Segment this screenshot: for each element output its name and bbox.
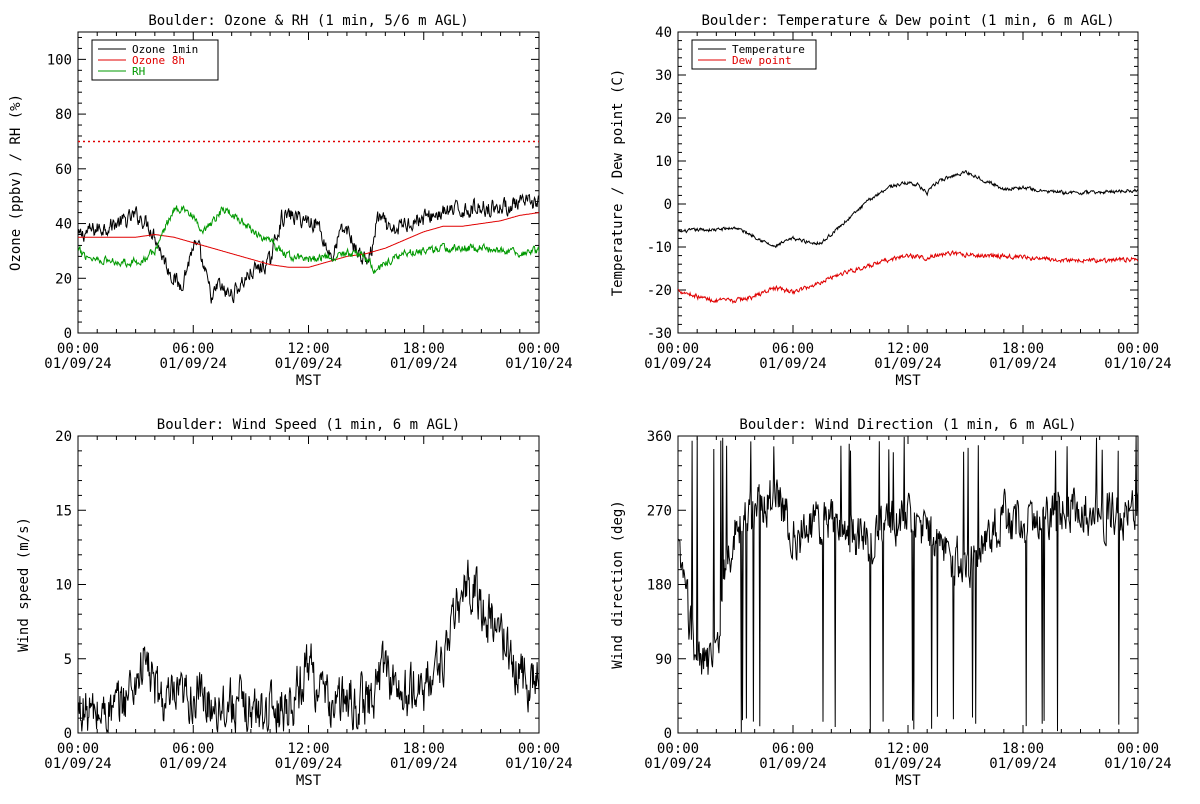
- y-tick-label: 10: [655, 154, 672, 170]
- y-tick-label: 90: [655, 652, 672, 668]
- x-tick-label-date: 01/09/24: [644, 756, 711, 772]
- x-tick-label-date: 01/10/24: [1104, 356, 1171, 372]
- x-tick-label-time: 18:00: [403, 341, 445, 357]
- x-tick-label-time: 06:00: [172, 741, 214, 757]
- x-tick-label-date: 01/09/24: [44, 356, 111, 372]
- x-tick-label-time: 18:00: [403, 741, 445, 757]
- chart-title: Boulder: Ozone & RH (1 min, 5/6 m AGL): [148, 13, 468, 29]
- series-line-1: [78, 212, 539, 268]
- y-tick-label: 10: [55, 578, 72, 594]
- y-tick-label: 180: [647, 578, 672, 594]
- x-tick-label-date: 01/09/24: [275, 756, 342, 772]
- chart-title: Boulder: Temperature & Dew point (1 min,…: [701, 13, 1114, 29]
- x-tick-label-time: 00:00: [518, 741, 560, 757]
- x-tick-label-date: 01/10/24: [1104, 756, 1171, 772]
- y-tick-label: 270: [647, 503, 672, 519]
- legend-entry: Dew point: [732, 54, 792, 67]
- x-tick-label-time: 00:00: [657, 741, 699, 757]
- series-line-0: [678, 170, 1138, 249]
- x-tick-label-date: 01/09/24: [989, 756, 1056, 772]
- x-tick-label-time: 12:00: [887, 741, 929, 757]
- series-line-1: [678, 249, 1138, 304]
- y-tick-label: 20: [655, 111, 672, 127]
- legend-entry: RH: [132, 65, 145, 78]
- y-tick-label: 0: [64, 326, 72, 342]
- x-tick-label-date: 01/09/24: [160, 356, 227, 372]
- y-tick-label: 30: [655, 68, 672, 84]
- x-tick-label-time: 06:00: [772, 341, 814, 357]
- x-tick-label-date: 01/09/24: [44, 756, 111, 772]
- y-axis-label: Ozone (ppbv) / RH (%): [8, 94, 24, 271]
- y-axis-label: Wind speed (m/s): [16, 517, 32, 652]
- y-tick-label: 0: [664, 726, 672, 742]
- y-tick-label: 40: [55, 217, 72, 233]
- series-line-0: [78, 193, 539, 304]
- y-tick-label: 0: [664, 197, 672, 213]
- y-tick-label: 40: [655, 25, 672, 41]
- x-tick-label-time: 00:00: [1117, 341, 1159, 357]
- x-axis-label: MST: [296, 773, 322, 789]
- x-tick-label-date: 01/10/24: [505, 356, 572, 372]
- legend-entry: Ozone 8h: [132, 54, 185, 67]
- y-tick-label: 100: [47, 52, 72, 68]
- chart-panel-1: Boulder: Temperature & Dew point (1 min,…: [610, 13, 1172, 389]
- y-tick-label: 20: [55, 429, 72, 445]
- x-tick-label-date: 01/09/24: [275, 356, 342, 372]
- x-axis-label: MST: [296, 373, 322, 389]
- y-axis-label: Wind direction (deg): [610, 500, 626, 669]
- y-tick-label: 80: [55, 107, 72, 123]
- x-tick-label-date: 01/09/24: [759, 356, 826, 372]
- y-tick-label: -20: [647, 283, 672, 299]
- x-tick-label-date: 01/09/24: [874, 356, 941, 372]
- chart-title: Boulder: Wind Speed (1 min, 6 m AGL): [157, 417, 460, 433]
- x-tick-label-time: 18:00: [1002, 341, 1044, 357]
- chart-panel-0: Boulder: Ozone & RH (1 min, 5/6 m AGL) 0 2…: [8, 13, 573, 389]
- x-tick-label-date: 01/09/24: [874, 756, 941, 772]
- y-axis-label: Temperature / Dew point (C): [610, 69, 626, 297]
- y-tick-label: 60: [55, 162, 72, 178]
- x-tick-label-time: 06:00: [172, 341, 214, 357]
- x-axis-label: MST: [895, 773, 921, 789]
- x-tick-label-time: 00:00: [518, 341, 560, 357]
- y-tick-label: 20: [55, 271, 72, 287]
- y-tick-label: -10: [647, 240, 672, 256]
- chart-title: Boulder: Wind Direction (1 min, 6 m AGL): [739, 417, 1076, 433]
- y-tick-label: 0: [64, 726, 72, 742]
- y-tick-label: 5: [64, 652, 72, 668]
- x-tick-label-date: 01/09/24: [644, 356, 711, 372]
- y-tick-label: -30: [647, 326, 672, 342]
- y-tick-label: 15: [55, 503, 72, 519]
- x-tick-label-time: 00:00: [657, 341, 699, 357]
- y-tick-label: 360: [647, 429, 672, 445]
- x-tick-label-date: 01/09/24: [160, 756, 227, 772]
- x-tick-label-time: 00:00: [1117, 741, 1159, 757]
- x-tick-label-time: 12:00: [287, 741, 329, 757]
- x-tick-label-date: 01/09/24: [759, 756, 826, 772]
- x-tick-label-date: 01/09/24: [390, 756, 457, 772]
- legend-entry: Temperature: [732, 43, 805, 56]
- x-tick-label-date: 01/10/24: [505, 756, 572, 772]
- x-tick-label-date: 01/09/24: [989, 356, 1056, 372]
- x-tick-label-time: 12:00: [887, 341, 929, 357]
- x-tick-label-time: 12:00: [287, 341, 329, 357]
- series-line-0: [678, 436, 1138, 733]
- series-line-0: [78, 559, 539, 733]
- legend-entry: Ozone 1min: [132, 43, 198, 56]
- x-tick-label-time: 00:00: [57, 341, 99, 357]
- legend-box: [691, 39, 817, 70]
- x-tick-label-time: 06:00: [772, 741, 814, 757]
- x-tick-label-date: 01/09/24: [390, 356, 457, 372]
- x-tick-label-time: 18:00: [1002, 741, 1044, 757]
- series-line-2: [78, 204, 539, 274]
- chart-panel-2: Boulder: Wind Speed (1 min, 6 m AGL) 0 5 10…: [16, 417, 573, 789]
- chart-panel-3: Boulder: Wind Direction (1 min, 6 m AGL)…: [610, 417, 1172, 789]
- x-tick-label-time: 00:00: [57, 741, 99, 757]
- x-axis-label: MST: [895, 373, 921, 389]
